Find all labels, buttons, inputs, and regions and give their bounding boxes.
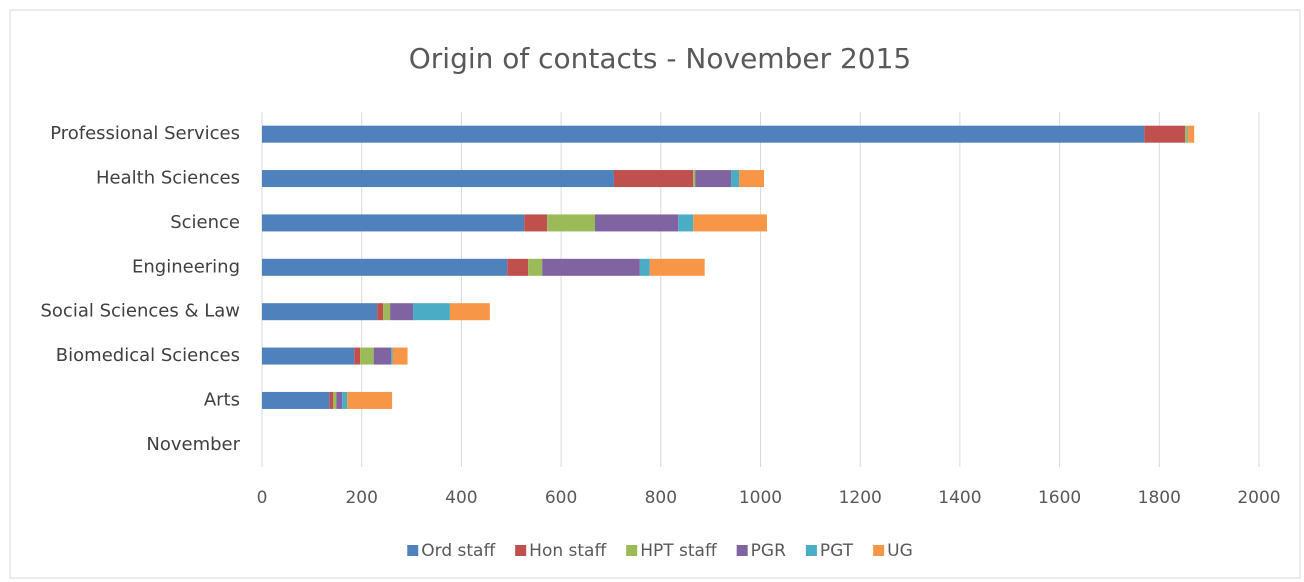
x-tick-label: 2000 <box>1237 488 1280 508</box>
bar-segment <box>262 391 330 409</box>
x-tick-label: 200 <box>345 488 377 508</box>
bar-segment <box>360 347 374 365</box>
y-tick-label: Engineering <box>132 256 240 277</box>
bar-segment <box>639 258 650 276</box>
bar-segment <box>347 391 393 409</box>
x-tick-label: 1200 <box>839 488 882 508</box>
bar-segment <box>449 303 490 321</box>
bar-segment <box>678 214 694 232</box>
bar-segment <box>354 347 361 365</box>
x-tick-label: 600 <box>545 488 577 508</box>
legend-label: UG <box>887 541 913 561</box>
bar-segment <box>524 214 548 232</box>
bar-segment <box>507 258 529 276</box>
y-tick-label: Social Sciences & Law <box>40 301 240 322</box>
legend-swatch <box>515 545 527 556</box>
bar-segment <box>391 347 393 365</box>
y-tick-label: Science <box>170 212 240 233</box>
y-tick-label: Professional Services <box>50 123 240 144</box>
bar-segment <box>262 258 508 276</box>
bar-segment <box>373 347 392 365</box>
bar-segment <box>342 391 348 409</box>
bar-segment <box>1188 125 1195 143</box>
x-tick-label: 800 <box>645 488 677 508</box>
y-tick-label: November <box>146 434 240 455</box>
bar-segment <box>377 303 384 321</box>
bar-segment <box>1144 125 1186 143</box>
bar-segment <box>262 347 355 365</box>
bar-segment <box>336 391 343 409</box>
bar-segment <box>693 170 696 188</box>
x-tick-label: 400 <box>445 488 477 508</box>
bar-segment <box>413 303 450 321</box>
legend-label: PGT <box>820 541 854 561</box>
bar-segment <box>1185 125 1188 143</box>
chart-title: Origin of contacts - November 2015 <box>409 42 912 75</box>
bar-segment <box>731 170 740 188</box>
legend-swatch <box>407 545 419 556</box>
x-tick-label: 1600 <box>1038 488 1081 508</box>
bar-segment <box>542 258 640 276</box>
bar-segment <box>613 170 694 188</box>
bar-segment <box>528 258 543 276</box>
y-tick-label: Biomedical Sciences <box>56 345 240 366</box>
bar-segment <box>262 214 525 232</box>
bar-segment <box>383 303 391 321</box>
legend-swatch <box>626 545 638 556</box>
bar-segment <box>262 170 614 188</box>
bar-segment <box>649 258 705 276</box>
chart-border <box>9 9 1301 579</box>
y-tick-label: Arts <box>204 389 240 410</box>
legend-label: Ord staff <box>421 541 496 561</box>
bar-segment <box>739 170 764 188</box>
legend-swatch <box>736 545 748 556</box>
bar-segment <box>329 391 334 409</box>
x-tick-label: 1000 <box>739 488 782 508</box>
bar-segment <box>594 214 679 232</box>
x-tick-label: 0 <box>257 488 268 508</box>
legend-swatch <box>805 545 817 556</box>
legend-label: PGR <box>751 541 786 561</box>
bar-segment <box>392 347 408 365</box>
legend-label: HPT staff <box>640 541 718 561</box>
bar-segment <box>693 214 767 232</box>
bar-segment <box>695 170 732 188</box>
bar-segment <box>390 303 414 321</box>
bar-segment <box>333 391 337 409</box>
bar-segment <box>262 125 1145 143</box>
legend-swatch <box>873 545 885 556</box>
legend-label: Hon staff <box>529 541 607 561</box>
x-tick-label: 1400 <box>938 488 981 508</box>
y-tick-label: Health Sciences <box>96 168 240 189</box>
bar-segment <box>547 214 595 232</box>
x-tick-label: 1800 <box>1138 488 1181 508</box>
bar-segment <box>262 303 378 321</box>
